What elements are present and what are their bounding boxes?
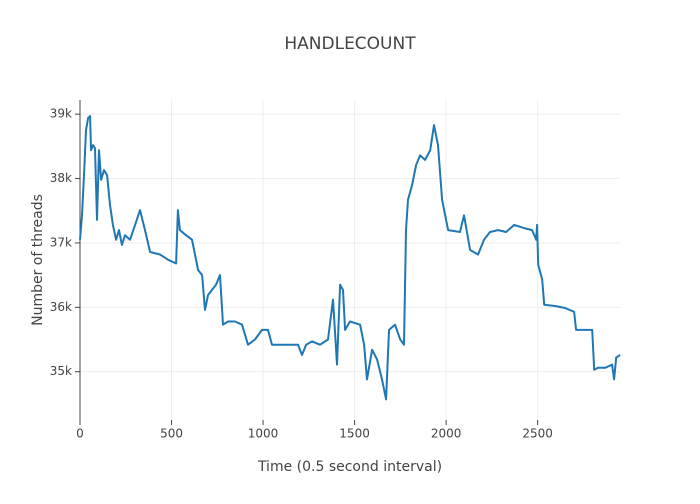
chart-title: HANDLECOUNT [284, 34, 416, 54]
y-tick-label: 35k [50, 364, 72, 378]
x-tick-label: 1500 [339, 427, 370, 441]
y-tick-label: 36k [50, 300, 72, 314]
x-tick-label: 0 [76, 427, 84, 441]
x-tick-label: 2500 [522, 427, 553, 441]
x-tick-label: 1000 [248, 427, 279, 441]
y-tick-label: 37k [50, 235, 72, 249]
x-tick-label: 2000 [431, 427, 462, 441]
x-tick-label: 500 [160, 427, 183, 441]
y-axis-title: Number of threads [30, 194, 46, 326]
y-tick-label: 38k [50, 171, 72, 185]
y-tick-label: 39k [50, 107, 72, 121]
data-line [79, 115, 621, 401]
x-axis-title: Time (0.5 second interval) [257, 459, 442, 475]
